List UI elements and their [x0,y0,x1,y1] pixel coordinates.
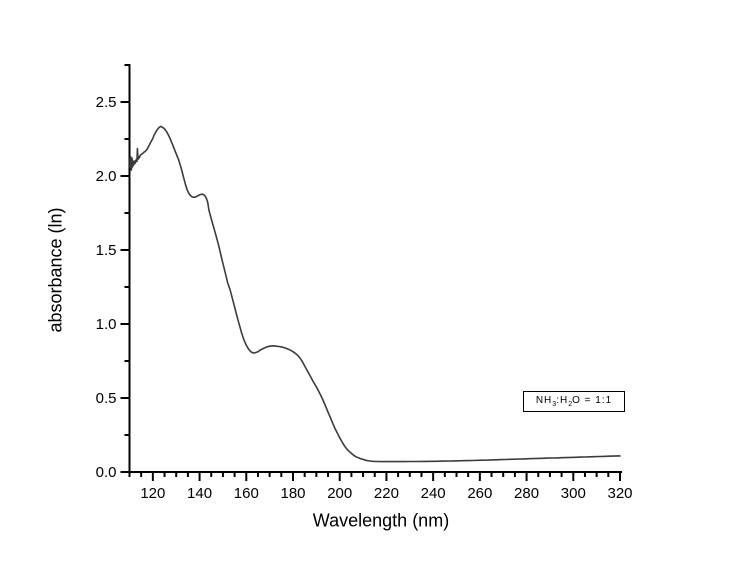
y-tick-label: 1.5 [96,242,117,259]
y-tick-label: 1.0 [96,316,117,333]
legend-text: NH3:H2O = 1:1 [536,395,612,408]
x-tick-label: 140 [187,485,212,502]
y-tick-label: 2.0 [96,168,117,185]
x-tick-label: 320 [607,485,632,502]
x-tick-label: 160 [234,485,259,502]
x-tick-label: 200 [327,485,352,502]
x-tick-label: 240 [421,485,446,502]
x-tick-label: 220 [374,485,399,502]
x-axis-title: Wavelength (nm) [312,510,450,531]
x-tick-label: 300 [561,485,586,502]
x-tick-label: 260 [467,485,492,502]
y-tick-label: 0.5 [96,390,117,407]
legend-text-segment: NH [535,395,553,406]
y-tick-label: 2.5 [96,94,117,111]
legend-box: NH3:H2O = 1:1 [523,391,625,412]
x-tick-label: 180 [280,485,305,502]
x-tick-label: 280 [514,485,539,502]
y-tick-label: 0.0 [96,464,117,481]
x-tick-label: 120 [140,485,165,502]
legend-text-segment: O = 1:1 [572,395,613,406]
legend-subscript: 2 [568,401,573,408]
y-axis-title: absorbance (ln) [45,207,66,333]
legend-subscript: 3 [552,401,557,408]
spectrum-curve [129,125,621,463]
legend-text-segment: :H [556,395,569,406]
